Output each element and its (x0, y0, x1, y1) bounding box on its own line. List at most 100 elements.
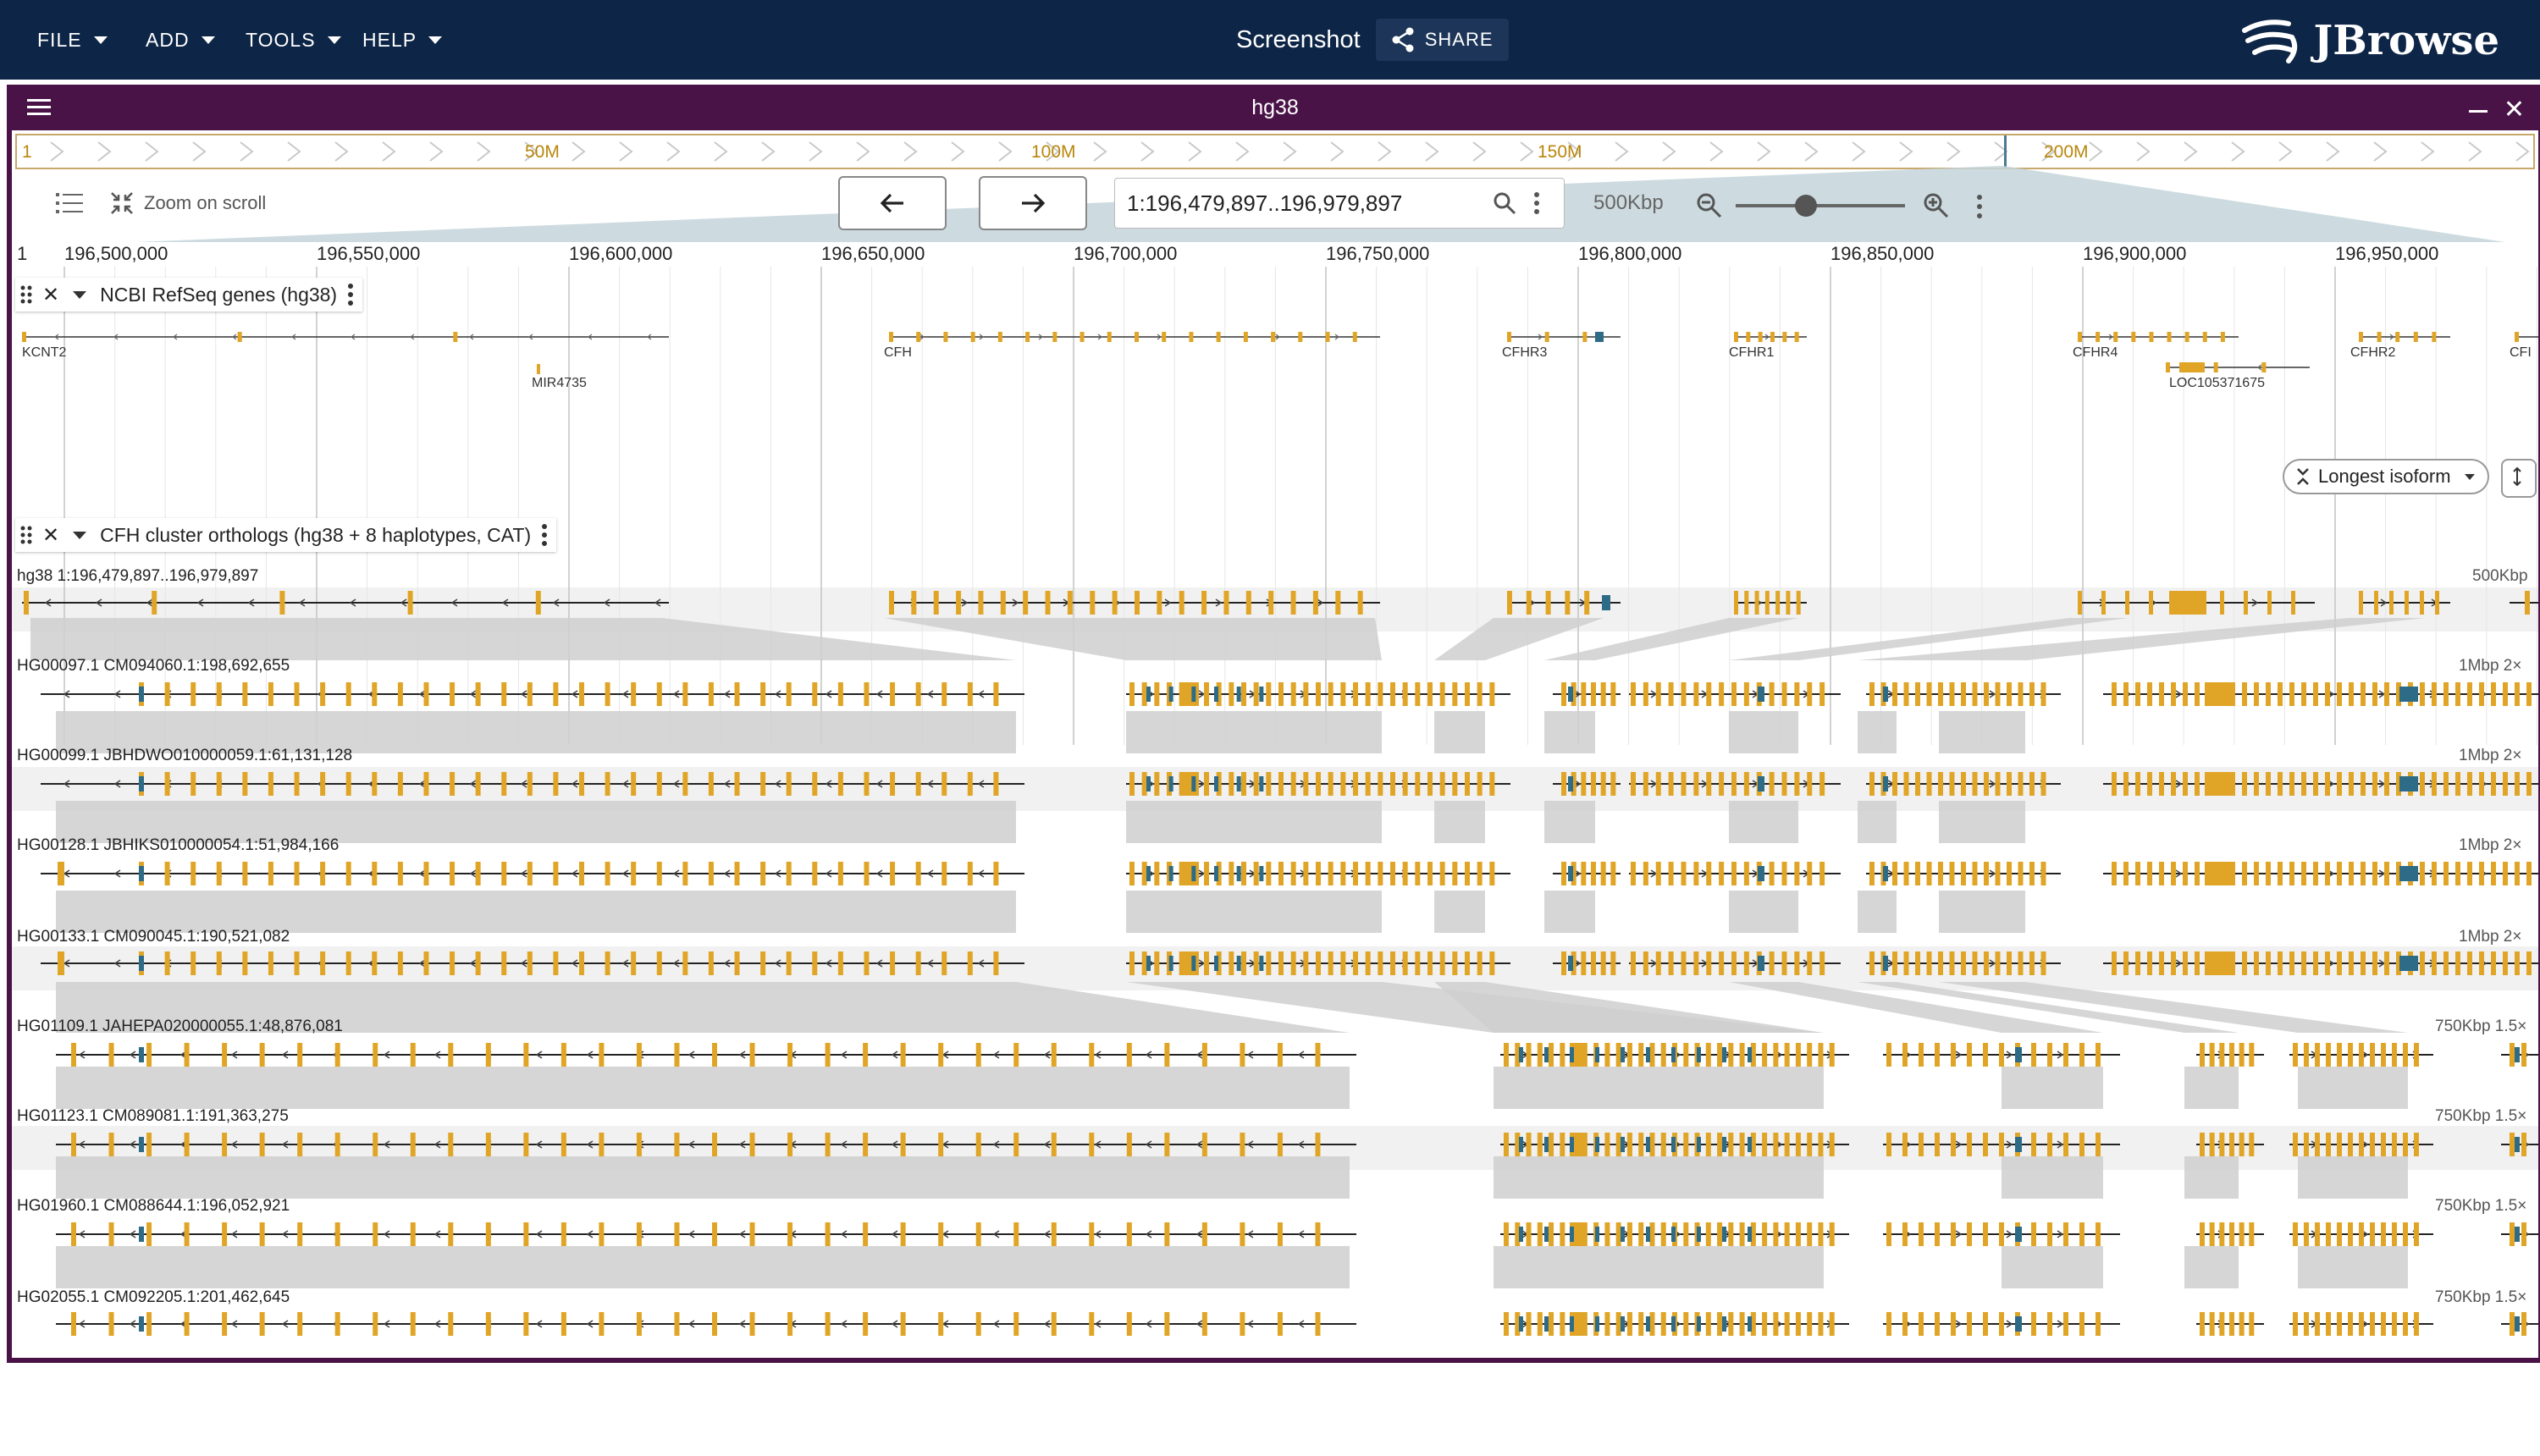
tools-menu[interactable]: TOOLS (246, 0, 341, 80)
chevron-down-icon[interactable] (73, 290, 87, 299)
minimize-icon[interactable] (2469, 110, 2488, 113)
view-menu-icon[interactable] (1976, 195, 1983, 218)
overview-chevron (2041, 141, 2056, 162)
help-menu[interactable]: HELP (362, 0, 443, 80)
exon (1728, 1133, 1734, 1156)
gene-label[interactable]: CFHR1 (1729, 345, 1775, 360)
utr (1595, 1137, 1599, 1152)
exon (345, 862, 351, 885)
haplotype-row-label[interactable]: HG00099.1 JBHDWO010000059.1:61,131,128 (17, 747, 353, 764)
exon (1961, 772, 1966, 796)
strand-arrow (891, 1320, 898, 1328)
synteny-ribbon (1729, 891, 1798, 933)
exon (523, 1312, 529, 1336)
exon (1951, 1222, 1956, 1246)
strand-arrow (621, 869, 629, 878)
exon (1504, 1312, 1509, 1336)
overview-chevron (619, 141, 633, 162)
gene-label[interactable]: CFI (2510, 345, 2532, 360)
zoom-in-icon[interactable] (1922, 191, 1949, 218)
search-icon[interactable] (1493, 191, 1516, 215)
exon (941, 951, 947, 975)
exon (2510, 1043, 2515, 1067)
haplotype-row-label[interactable]: HG00133.1 CM090045.1:190,521,082 (17, 928, 290, 946)
synteny-ribbon (56, 982, 1350, 1033)
haplotype-row-label[interactable]: HG00128.1 JBHIKS010000054.1:51,984,166 (17, 836, 340, 854)
haplotype-row-label[interactable]: HG01123.1 CM089081.1:191,363,275 (17, 1107, 289, 1125)
refseq-track-title: NCBI RefSeq genes (hg38) (100, 283, 338, 306)
strand-arrow (2108, 334, 2113, 340)
exon (1951, 1312, 1956, 1336)
zoom-on-scroll-toggle[interactable]: Zoom on scroll (110, 191, 266, 215)
haplotype-row-label[interactable]: HG01960.1 CM088644.1:196,052,921 (17, 1197, 290, 1215)
add-menu[interactable]: ADD (146, 0, 215, 80)
zoom-slider-track[interactable] (1736, 204, 1905, 207)
expand-height-button[interactable] (2501, 459, 2537, 498)
exon (2205, 951, 2230, 975)
drag-handle-icon[interactable] (20, 526, 32, 544)
chromosome-overview[interactable]: 1 50M 100M 150M 200M (15, 134, 2535, 169)
exon (2313, 862, 2318, 885)
zoom-slider-thumb[interactable] (1795, 195, 1817, 217)
pan-right-button[interactable] (979, 176, 1087, 230)
session-title[interactable]: Screenshot (1236, 25, 1361, 53)
exon (1504, 1133, 1509, 1156)
exon (760, 682, 766, 706)
gene-label[interactable]: MIR4735 (532, 376, 587, 390)
close-track-icon[interactable]: ✕ (42, 283, 60, 306)
share-button[interactable]: SHARE (1375, 19, 1509, 61)
exon (1649, 1043, 1655, 1067)
exon (2526, 951, 2532, 975)
exon (1762, 1222, 1768, 1246)
haplotype-row-label[interactable]: HG01109.1 JAHEPA020000055.1:48,876,081 (17, 1018, 343, 1035)
exon (1465, 862, 1470, 885)
chevron-down-icon[interactable] (73, 531, 87, 539)
gene-label[interactable]: CFHR2 (2350, 345, 2396, 360)
utr (1570, 1316, 1574, 1332)
exon (294, 862, 300, 885)
pan-left-button[interactable] (838, 176, 947, 230)
track-menu-icon[interactable] (347, 284, 354, 306)
gene-label[interactable]: LOC105371675 (2169, 376, 2265, 390)
exon (605, 682, 610, 706)
zoom-out-icon[interactable] (1695, 191, 1722, 218)
exon (1967, 1222, 1972, 1246)
strand-arrow (687, 1320, 695, 1328)
haplotype-row-label[interactable]: HG02055.1 CM092205.1:201,462,645 (17, 1288, 290, 1306)
utr (1568, 776, 1573, 791)
view-title[interactable]: hg38 (1251, 96, 1299, 119)
exon (1807, 772, 1813, 796)
file-menu[interactable]: FILE (37, 0, 108, 80)
hamburger-menu-icon[interactable] (27, 98, 51, 117)
exon (1135, 332, 1139, 342)
longest-isoform-button[interactable]: Longest isoform (2283, 459, 2489, 494)
overview-region-marker[interactable] (2004, 135, 2007, 168)
exon (1600, 772, 1606, 796)
exon (1919, 1043, 1924, 1067)
haplotype-row-label[interactable]: HG00097.1 CM094060.1:198,692,655 (17, 657, 290, 675)
gene-label[interactable]: KCNT2 (22, 345, 67, 360)
track-selector-icon[interactable] (56, 191, 83, 215)
exon (1972, 772, 1978, 796)
track-menu-icon[interactable] (541, 524, 548, 546)
close-view-icon[interactable]: ✕ (2503, 96, 2525, 124)
exon (1328, 772, 1334, 796)
close-track-icon[interactable]: ✕ (42, 523, 60, 547)
gene-label[interactable]: CFHR3 (1502, 345, 1548, 360)
synteny-ribbon (2184, 1156, 2239, 1199)
track-canvas[interactable] (12, 85, 2538, 1358)
exon (900, 1043, 906, 1067)
more-vertical-icon[interactable] (1533, 192, 1540, 214)
drag-handle-icon[interactable] (20, 285, 32, 304)
exon (2047, 1043, 2052, 1067)
exon (345, 772, 351, 796)
strand-arrow (418, 959, 426, 968)
coordinate-ruler[interactable]: 1 196,500,000 196,550,000 196,600,000 19… (12, 241, 2538, 267)
gene-label[interactable]: CFH (884, 345, 912, 360)
gene-label[interactable]: CFHR4 (2073, 345, 2118, 360)
exon (1402, 951, 1408, 975)
haplotype-row-label[interactable]: hg38 1:196,479,897..196,979,897 (17, 567, 259, 585)
utr (139, 776, 144, 791)
exon (2200, 1312, 2205, 1336)
location-search-input[interactable]: 1:196,479,897..196,979,897 (1114, 178, 1565, 229)
